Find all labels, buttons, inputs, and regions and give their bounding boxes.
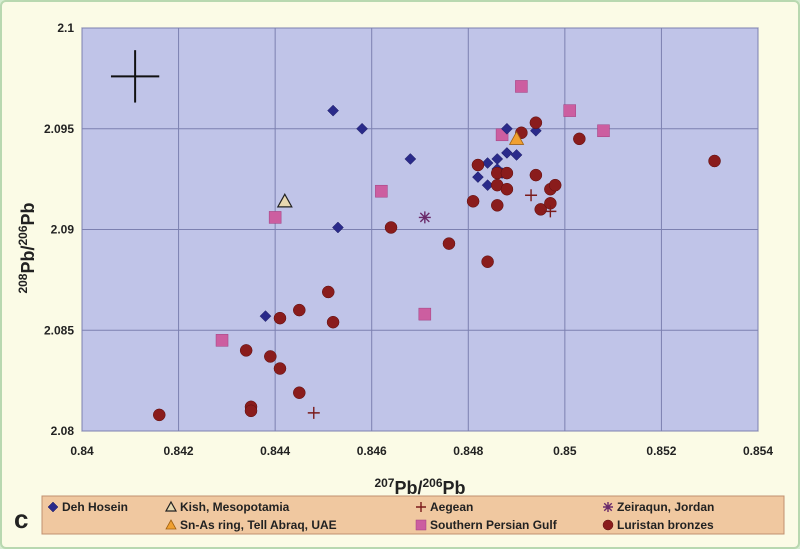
y-axis-label-end: Pb	[18, 202, 38, 225]
point-luristan-bronzes	[273, 362, 287, 375]
point-deh-hosein	[501, 147, 513, 159]
error-cross	[110, 50, 160, 103]
y-tick-label: 2.09	[51, 223, 75, 237]
point-southern-persian-gulf	[375, 184, 388, 198]
point-southern-persian-gulf	[268, 211, 282, 224]
point-luristan-bronzes	[573, 132, 586, 146]
point-luristan-bronzes	[153, 408, 166, 422]
y-axis-label-post-sup: 206	[16, 225, 30, 245]
point-southern-persian-gulf	[515, 80, 528, 93]
point-luristan-bronzes	[471, 158, 485, 172]
y-tick-label: 2.085	[44, 323, 74, 337]
point-luristan-bronzes	[239, 344, 253, 357]
point-luristan-bronzes	[244, 404, 258, 418]
point-luristan-bronzes	[500, 182, 514, 196]
y-axis-label-pre-sup: 208	[16, 273, 30, 293]
point-luristan-bronzes	[529, 116, 543, 129]
x-axis-label-post-sup: 206	[423, 476, 443, 490]
point-aegean	[307, 406, 320, 419]
point-luristan-bronzes	[548, 178, 562, 192]
point-luristan-bronzes	[708, 154, 721, 168]
legend-box	[41, 495, 785, 535]
point-luristan-bronzes	[466, 195, 480, 208]
panel-label: c	[14, 504, 28, 534]
point-luristan-bronzes	[491, 199, 504, 212]
legend-marker	[164, 500, 178, 512]
y-axis-label-main: Pb/	[18, 246, 38, 274]
point-sn-as-ring-tell-abraq-uae	[508, 131, 525, 145]
legend-marker	[165, 519, 177, 530]
x-tick-label: 0.84	[70, 444, 94, 458]
x-tick-labels: 0.84 0.842 0.844 0.846 0.848 0.85 0.852 0.854	[70, 444, 773, 458]
data-points	[153, 80, 721, 422]
legend-marker	[603, 502, 613, 512]
x-axis-label-main: Pb/	[394, 478, 422, 498]
y-tick-label: 2.08	[51, 424, 75, 438]
point-aegean	[544, 205, 557, 218]
point-zeiraqun-jordan	[418, 211, 431, 224]
legend-marker	[415, 519, 427, 531]
x-axis-label: 207Pb/206Pb	[374, 476, 465, 498]
x-tick-label: 0.844	[260, 444, 290, 458]
point-aegean	[525, 189, 538, 202]
point-deh-hosein	[510, 149, 523, 161]
legend-marker	[416, 502, 426, 512]
point-luristan-bronzes	[326, 315, 340, 329]
point-deh-hosein	[404, 153, 417, 165]
point-southern-persian-gulf	[563, 104, 576, 117]
x-tick-label: 0.85	[553, 444, 577, 458]
x-tick-label: 0.854	[743, 444, 773, 458]
point-deh-hosein	[472, 171, 484, 183]
x-axis-label-end: Pb	[443, 478, 466, 498]
point-luristan-bronzes	[273, 311, 287, 325]
point-luristan-bronzes	[322, 285, 335, 299]
y-axis-label: 208Pb/206Pb	[16, 202, 38, 293]
y-tick-labels: 2.08 2.085 2.09 2.095 2.1	[44, 21, 74, 438]
x-tick-label: 0.852	[646, 444, 676, 458]
legend-entry: Sn-As ring, Tell Abraq, UAE	[180, 518, 337, 532]
legend-entry: Deh Hosein	[62, 500, 128, 514]
point-deh-hosein	[332, 221, 344, 234]
legend-entry: Aegean	[430, 500, 473, 514]
x-tick-label: 0.842	[164, 444, 194, 458]
point-kish-mesopotamia	[276, 193, 293, 208]
point-luristan-bronzes	[293, 303, 306, 317]
point-luristan-bronzes	[442, 237, 456, 250]
y-tick-label: 2.095	[44, 122, 74, 136]
point-luristan-bronzes	[500, 166, 514, 180]
legend-entry: Southern Persian Gulf	[430, 518, 558, 532]
legend-entry: Luristan bronzes	[617, 518, 714, 532]
point-luristan-bronzes	[384, 221, 398, 234]
point-deh-hosein	[259, 310, 272, 322]
point-luristan-bronzes	[481, 255, 494, 268]
point-luristan-bronzes	[534, 203, 547, 216]
legend-entry: Kish, Mesopotamia	[180, 500, 290, 514]
point-luristan-bronzes	[293, 386, 306, 399]
x-tick-label: 0.848	[453, 444, 483, 458]
point-deh-hosein	[481, 179, 494, 192]
point-southern-persian-gulf	[597, 124, 610, 138]
point-deh-hosein	[327, 104, 339, 117]
point-luristan-bronzes	[529, 168, 543, 182]
legend-entry: Zeiraqun, Jordan	[617, 500, 714, 514]
point-deh-hosein	[481, 157, 494, 169]
x-axis-label-pre-sup: 207	[374, 476, 394, 490]
point-southern-persian-gulf	[418, 307, 432, 321]
point-deh-hosein	[356, 122, 368, 135]
legend-marker	[602, 519, 614, 531]
legend-marker	[47, 501, 59, 513]
y-tick-label: 2.1	[57, 21, 74, 35]
point-luristan-bronzes	[264, 350, 277, 363]
point-southern-persian-gulf	[215, 334, 229, 347]
grid-lines	[81, 27, 759, 432]
point-deh-hosein	[501, 122, 513, 135]
x-tick-label: 0.846	[357, 444, 387, 458]
legend: Deh Hosein Kish, Mesopotamia Aegean Zeiraqu…	[47, 500, 714, 532]
